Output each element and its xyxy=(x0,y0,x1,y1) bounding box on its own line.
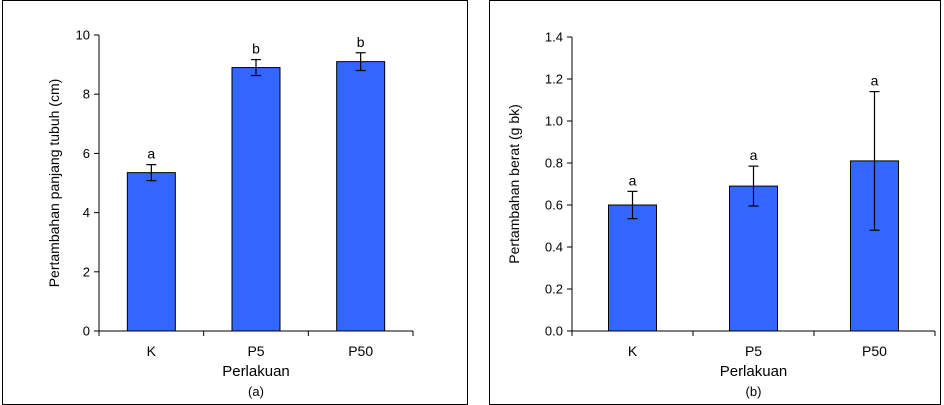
bar-p50 xyxy=(336,61,386,332)
significance-label: a xyxy=(147,146,155,162)
bar-chart-a: 0 2 4 6 8 10 a Kb P5 b P50 Perlakuan Pertambahan pan… xyxy=(46,28,414,399)
y-tick-label: 2 xyxy=(83,264,90,279)
y-tick-label: 10 xyxy=(76,28,90,43)
caption: (a) xyxy=(248,384,264,399)
bar-k xyxy=(126,172,176,332)
y-tick-label: 4 xyxy=(83,205,90,220)
y-axis-title: Pertambahan panjang tubuh (cm) xyxy=(46,79,62,288)
x-tick-label: P50 xyxy=(862,343,887,359)
bar-chart-b: 0.0 0.2 0.4 0.6 0.8 1.0 1.2 1.4 a Ka P5 a P50 Perlaku… xyxy=(506,30,936,399)
y-tick-label: 0.8 xyxy=(545,156,563,171)
bar-p5 xyxy=(231,67,281,332)
x-tick-label: P50 xyxy=(348,343,373,359)
y-tick-label: 1.2 xyxy=(545,72,563,87)
bar-k xyxy=(608,204,657,332)
x-tick-label: K xyxy=(628,343,638,359)
x-tick-label: P5 xyxy=(745,343,762,359)
x-axis-title: Perlakuan xyxy=(222,363,290,380)
y-tick-label: 0 xyxy=(83,324,90,339)
x-tick-label: K xyxy=(147,343,157,359)
y-tick-label: 6 xyxy=(83,146,90,161)
y-tick-label: 0.4 xyxy=(545,240,563,255)
caption: (b) xyxy=(746,384,762,399)
significance-label: a xyxy=(629,172,637,188)
y-tick-label: 0.0 xyxy=(545,324,563,339)
x-tick-label: P5 xyxy=(247,343,264,359)
y-tick-label: 1.0 xyxy=(545,114,563,129)
significance-label: a xyxy=(871,73,879,89)
y-tick-label: 0.2 xyxy=(545,282,563,297)
y-axis-title: Pertambahan berat (g bk) xyxy=(506,104,522,264)
bar-p5 xyxy=(729,185,778,332)
significance-label: b xyxy=(252,41,260,57)
y-tick-label: 1.4 xyxy=(545,30,563,45)
y-tick-label: 8 xyxy=(83,87,90,102)
x-axis-title: Perlakuan xyxy=(720,363,788,380)
significance-label: b xyxy=(357,34,365,50)
significance-label: a xyxy=(750,147,758,163)
y-tick-label: 0.6 xyxy=(545,198,563,213)
